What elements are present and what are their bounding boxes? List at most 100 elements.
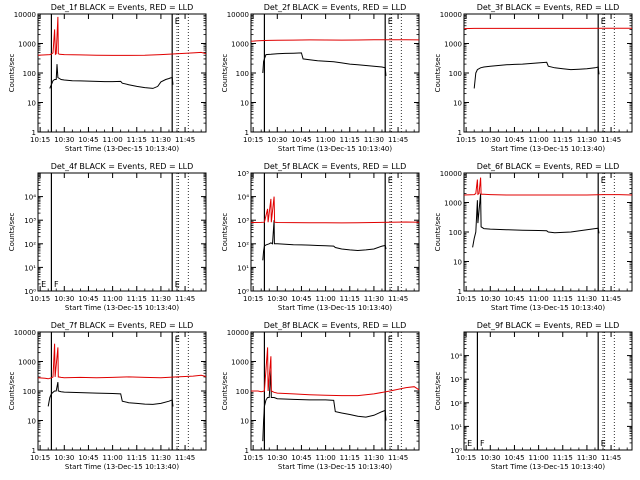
x-tick-label: 11:30 [364, 136, 384, 144]
x-tick-label: 10:45 [291, 454, 311, 462]
x-tick-label: 11:45 [601, 295, 621, 303]
y-tick-label: 10000 [440, 11, 462, 19]
series-line-lld [251, 347, 420, 397]
x-axis-label: Start Time (13-Dec-15 10:13:40) [278, 463, 392, 471]
x-tick-label: 11:15 [340, 454, 360, 462]
y-tick-label: 10 [453, 259, 462, 267]
x-tick-label: 10:45 [291, 295, 311, 303]
y-tick-label: 10000 [227, 329, 249, 337]
x-axis-label: Start Time (13-Dec-15 10:13:40) [491, 463, 605, 471]
marker-label: E [467, 439, 472, 448]
x-tick-label: 11:45 [388, 454, 408, 462]
panel-title: Det_3f BLACK = Events, RED = LLD [477, 3, 620, 12]
x-tick-label: 10:30 [480, 136, 500, 144]
plot-frame [37, 13, 207, 133]
x-axis-label: Start Time (13-Dec-15 10:13:40) [65, 304, 179, 312]
y-tick-label: 10¹ [237, 264, 249, 272]
x-tick-label: 11:00 [316, 136, 336, 144]
y-tick-label: 1 [458, 288, 462, 296]
y-tick-label: 10³ [450, 376, 462, 384]
x-axis-label: Start Time (13-Dec-15 10:13:40) [65, 145, 179, 153]
x-tick-label: 11:15 [127, 454, 147, 462]
series-lld [250, 39, 420, 42]
series-line-lld [463, 177, 633, 196]
x-tick-label: 11:30 [364, 454, 384, 462]
panel-det-7: Det_7f BLACK = Events, RED = LLD 1 10 100 10… [8, 321, 207, 471]
x-axis-label: Start Time (13-Dec-15 10:13:40) [278, 304, 392, 312]
x-tick-label: 10:15 [243, 136, 263, 144]
y-tick-label: 100 [449, 229, 462, 237]
panel-title: Det_4f BLACK = Events, RED = LLD [51, 162, 194, 171]
y-tick-label: 1 [32, 447, 36, 455]
marker-label: E [601, 17, 606, 26]
x-tick-label: 11:15 [127, 295, 147, 303]
y-tick-label: 1 [32, 129, 36, 137]
x-tick-label: 10:30 [54, 295, 74, 303]
x-tick-label: 11:30 [577, 454, 597, 462]
y-tick-label: 10000 [227, 11, 249, 19]
y-tick-label: 10 [240, 100, 249, 108]
panel-det-8: Det_8f BLACK = Events, RED = LLD 1 10 100 10… [221, 321, 420, 471]
x-axis-label: Start Time (13-Dec-15 10:13:40) [491, 145, 605, 153]
panel-det-9: Det_9f BLACK = Events, RED = LLD 10⁰ 10¹ 10… [434, 321, 633, 471]
x-tick-label: 11:15 [340, 295, 360, 303]
series-lld [250, 196, 420, 224]
y-tick-label: 10² [24, 241, 36, 249]
y-tick-label: 10000 [14, 329, 36, 337]
x-tick-label: 11:00 [316, 454, 336, 462]
x-tick-label: 11:00 [103, 454, 123, 462]
y-tick-label: 100 [449, 70, 462, 78]
series-line-lld [250, 39, 420, 42]
x-tick-label: 10:30 [267, 136, 287, 144]
x-tick-label: 11:15 [553, 295, 573, 303]
x-tick-label: 10:45 [78, 295, 98, 303]
x-tick-label: 11:45 [175, 136, 195, 144]
y-tick-label: 100 [23, 70, 36, 78]
marker-label: F [54, 280, 59, 289]
y-tick-label: 10⁴ [237, 194, 249, 202]
y-tick-label: 10³ [237, 217, 249, 225]
x-tick-label: 10:15 [243, 295, 263, 303]
panel-det-1: Det_1f BLACK = Events, RED = LLD 1 10 100 10… [8, 3, 207, 153]
x-tick-label: 11:30 [151, 136, 171, 144]
series-line-events [262, 220, 387, 261]
series-events [472, 193, 600, 248]
series-lld [463, 177, 633, 196]
marker-label: E [41, 280, 46, 289]
y-tick-label: 1000 [444, 200, 462, 208]
x-tick-label: 11:00 [103, 136, 123, 144]
series-line-events [262, 370, 387, 442]
x-tick-label: 10:15 [456, 295, 476, 303]
panel-det-2: Det_2f BLACK = Events, RED = LLD 1 10 100 10… [221, 3, 420, 153]
x-tick-label: 10:45 [504, 454, 524, 462]
y-tick-label: 1000 [18, 41, 36, 49]
x-tick-label: 10:30 [480, 295, 500, 303]
series-line-lld [37, 16, 207, 56]
y-tick-label: 1 [458, 129, 462, 137]
y-tick-label: 10¹ [450, 423, 462, 431]
y-tick-label: 1000 [231, 41, 249, 49]
x-tick-label: 10:30 [480, 454, 500, 462]
x-tick-label: 11:45 [388, 136, 408, 144]
x-tick-label: 11:15 [553, 454, 573, 462]
x-tick-label: 11:30 [577, 136, 597, 144]
plot-frame [463, 331, 633, 451]
y-axis-label: Counts/sec [8, 372, 16, 411]
x-axis-label: Start Time (13-Dec-15 10:13:40) [278, 145, 392, 153]
marker-label: E [388, 335, 393, 344]
x-tick-label: 10:30 [54, 454, 74, 462]
series-lld [251, 347, 420, 397]
series-lld [37, 343, 207, 380]
x-tick-label: 10:30 [267, 295, 287, 303]
plot-frame [37, 331, 207, 451]
series-line-events [47, 382, 174, 407]
plot-frame [463, 13, 633, 133]
marker-label: E [388, 17, 393, 26]
y-tick-label: 10² [237, 241, 249, 249]
x-tick-label: 10:15 [456, 136, 476, 144]
panel-det-3: Det_3f BLACK = Events, RED = LLD 1 10 100 10… [434, 3, 633, 153]
x-tick-label: 11:00 [529, 295, 549, 303]
x-tick-label: 10:45 [291, 136, 311, 144]
